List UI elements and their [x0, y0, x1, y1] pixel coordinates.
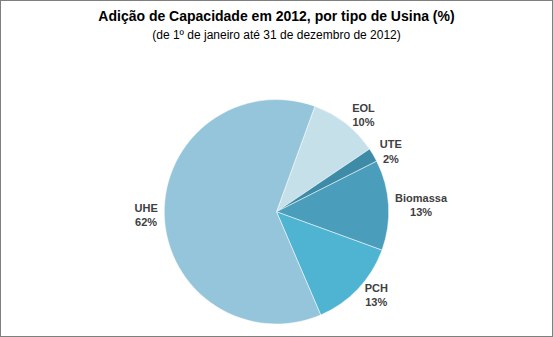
svg-text:UHE62%: UHE62% — [135, 202, 158, 228]
svg-text:EOL10%: EOL10% — [352, 102, 375, 128]
svg-text:Biomassa13%: Biomassa13% — [395, 192, 448, 218]
svg-text:UTE2%: UTE2% — [380, 138, 402, 164]
svg-text:PCH13%: PCH13% — [365, 282, 388, 308]
svg-text:Adição de Capacidade em 2012,: Adição de Capacidade em 2012, por tipo d… — [98, 8, 454, 42]
